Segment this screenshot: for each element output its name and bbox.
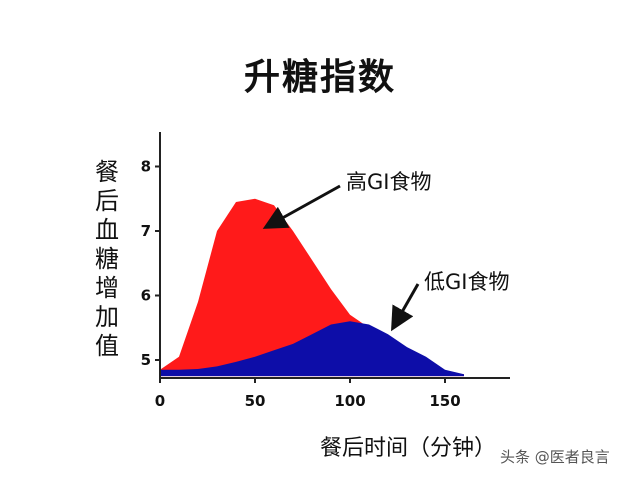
arrow-low-gi [391, 283, 420, 332]
axes [159, 132, 510, 379]
x-tick-label: 50 [245, 392, 266, 410]
series-areas [160, 198, 464, 377]
annotation-low-gi: 低GI食物 [424, 270, 510, 294]
annotation-arrows [262, 184, 420, 332]
ticks: 0 50 100 150 5 6 7 8 [141, 158, 461, 411]
annotation-high-gi: 高GI食物 [346, 170, 432, 194]
y-tick-label: 7 [141, 222, 151, 240]
y-tick-label: 5 [141, 351, 151, 369]
series-area-low-gi [160, 321, 464, 377]
y-tick-label: 6 [141, 287, 151, 305]
y-axis-label: 餐后血糖增加值 [95, 158, 119, 360]
x-axis-label: 餐后时间（分钟） [320, 436, 497, 461]
watermark: 头条 @医者良言 [500, 448, 610, 466]
y-tick-label: 8 [141, 158, 151, 176]
chart-title: 升糖指数 [243, 57, 396, 98]
arrow-high-gi [262, 184, 341, 229]
x-tick-label: 150 [429, 392, 460, 410]
x-tick-label: 100 [334, 392, 365, 410]
x-tick-label: 0 [155, 392, 165, 410]
series-area-high-gi [160, 198, 464, 377]
